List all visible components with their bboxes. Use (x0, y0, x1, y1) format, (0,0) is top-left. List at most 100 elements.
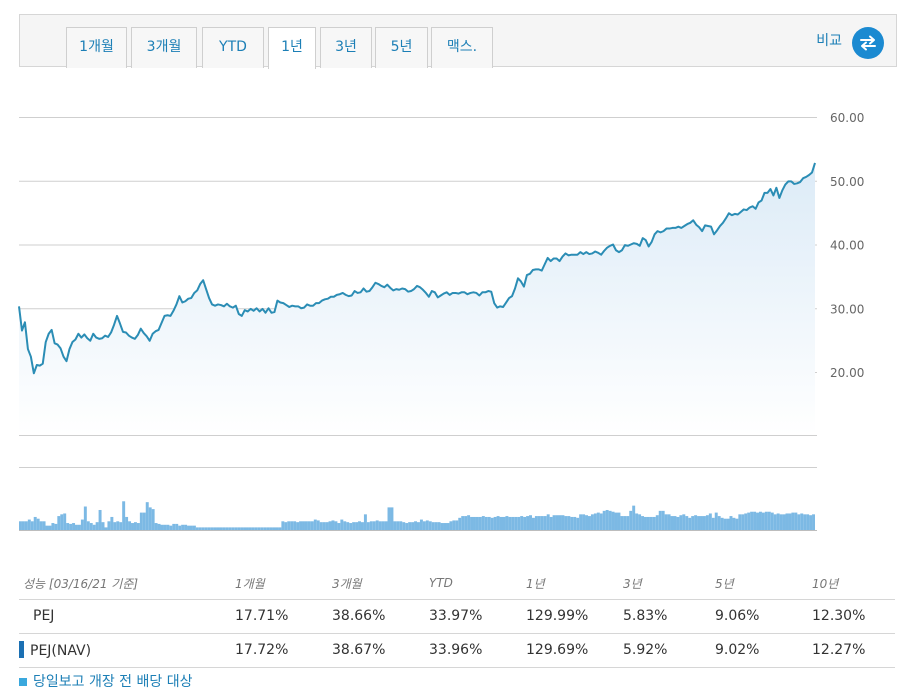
volume-bar (402, 522, 406, 530)
volume-bar (520, 516, 524, 530)
dividend-link-label[interactable]: 당일보고 개장 전 배당 대상 (33, 674, 193, 690)
volume-bar (478, 516, 482, 530)
cell-value: 38.66% (332, 599, 429, 634)
tab-3y[interactable]: 3년 (320, 27, 372, 68)
volume-bar (30, 521, 34, 530)
volume-bar (110, 516, 114, 530)
performance-table: 성능 [03/16/21 기준] 1개월 3개월 YTD 1년 3년 5년 10… (19, 568, 895, 668)
y-tick-label: 30.00 (830, 302, 864, 316)
volume-bar (42, 521, 46, 530)
volume-bar (293, 521, 297, 530)
volume-bar (104, 527, 108, 530)
row-name: PEJ(NAV) (30, 643, 92, 659)
volume-bar (263, 527, 267, 530)
dividend-link[interactable]: 당일보고 개장 전 배당 대상 (19, 671, 192, 691)
volume-bar (269, 527, 273, 530)
header-3m: 3개월 (332, 568, 429, 600)
period-tab-bar: 1개월 3개월 YTD 1년 3년 5년 맥스. 비교 (19, 14, 897, 69)
volume-bar (508, 516, 512, 530)
volume-bar (408, 522, 412, 530)
volume-bar (761, 512, 765, 530)
volume-bar (63, 513, 67, 530)
volume-bar (579, 514, 583, 530)
volume-bar (228, 527, 232, 530)
cell-value: 12.30% (812, 599, 895, 634)
volume-bar (620, 516, 624, 530)
tab-5y[interactable]: 5년 (375, 27, 428, 68)
volume-bar (670, 516, 674, 530)
volume-bar (537, 516, 541, 530)
volume-bar (337, 523, 341, 530)
cell-value: 17.72% (235, 633, 332, 668)
volume-bar (390, 507, 394, 530)
volume-bar (570, 516, 574, 530)
volume-bar (322, 522, 326, 530)
tab-max[interactable]: 맥스. (431, 27, 493, 68)
volume-bar (635, 513, 639, 530)
volume-bar (278, 527, 282, 530)
link-marker (19, 678, 27, 686)
volume-bar (425, 520, 429, 530)
volume-bar (310, 521, 314, 530)
tab-1y[interactable]: 1년 (268, 27, 316, 69)
tab-1m[interactable]: 1개월 (66, 27, 127, 68)
volume-bar (517, 516, 521, 530)
volume-bar (375, 520, 379, 530)
volume-bar (45, 525, 49, 530)
volume-bar (809, 515, 813, 530)
volume-bar (661, 510, 665, 530)
volume-bar (812, 514, 815, 530)
volume-bar (396, 521, 400, 530)
volume-bar (605, 509, 609, 530)
volume-bar (405, 523, 409, 530)
header-10y: 10년 (812, 568, 895, 600)
volume-bar (195, 527, 199, 530)
volume-bar (231, 527, 235, 530)
header-1y: 1년 (526, 568, 623, 600)
volume-bar (623, 516, 627, 530)
volume-bar (419, 519, 423, 530)
volume-bar (608, 510, 612, 530)
volume-bar (735, 518, 739, 530)
volume-bar (363, 514, 367, 530)
volume-bar (86, 521, 90, 530)
volume-bar (502, 516, 506, 530)
volume-bar (148, 507, 152, 530)
compare-label[interactable]: 비교 (816, 33, 842, 49)
volume-bar (349, 523, 353, 530)
volume-bar (655, 515, 659, 530)
volume-bar (72, 523, 76, 530)
volume-bar (523, 516, 527, 530)
volume-bar (248, 527, 252, 530)
volume-bar (417, 522, 420, 530)
cell-value: 129.99% (526, 599, 623, 634)
volume-bar (632, 505, 636, 530)
volume-bar (352, 522, 356, 530)
volume-bar (797, 514, 801, 530)
volume-bar (726, 518, 730, 530)
tab-ytd[interactable]: YTD (202, 27, 264, 68)
tab-3m[interactable]: 3개월 (131, 27, 197, 68)
volume-bar (738, 514, 742, 530)
volume-bar (567, 516, 571, 530)
volume-bar (700, 516, 703, 530)
volume-bar (260, 527, 264, 530)
swap-arrows-icon[interactable] (852, 27, 884, 59)
volume-bar (166, 524, 170, 530)
volume-bar (189, 525, 193, 530)
compare-control[interactable]: 비교 (816, 27, 884, 59)
volume-bar (98, 509, 102, 530)
volume-bar (346, 522, 350, 530)
volume-bar (89, 523, 93, 530)
volume-bar (561, 515, 565, 530)
volume-bar (493, 516, 497, 530)
cell-value: 12.27% (812, 633, 895, 668)
volume-bar (355, 522, 359, 530)
volume-bar (434, 522, 438, 530)
volume-bar (154, 523, 158, 530)
volume-bar (184, 524, 188, 530)
volume-bar (384, 521, 388, 530)
volume-bar (334, 521, 338, 530)
volume-bar (284, 522, 288, 530)
volume-bar (131, 523, 134, 530)
